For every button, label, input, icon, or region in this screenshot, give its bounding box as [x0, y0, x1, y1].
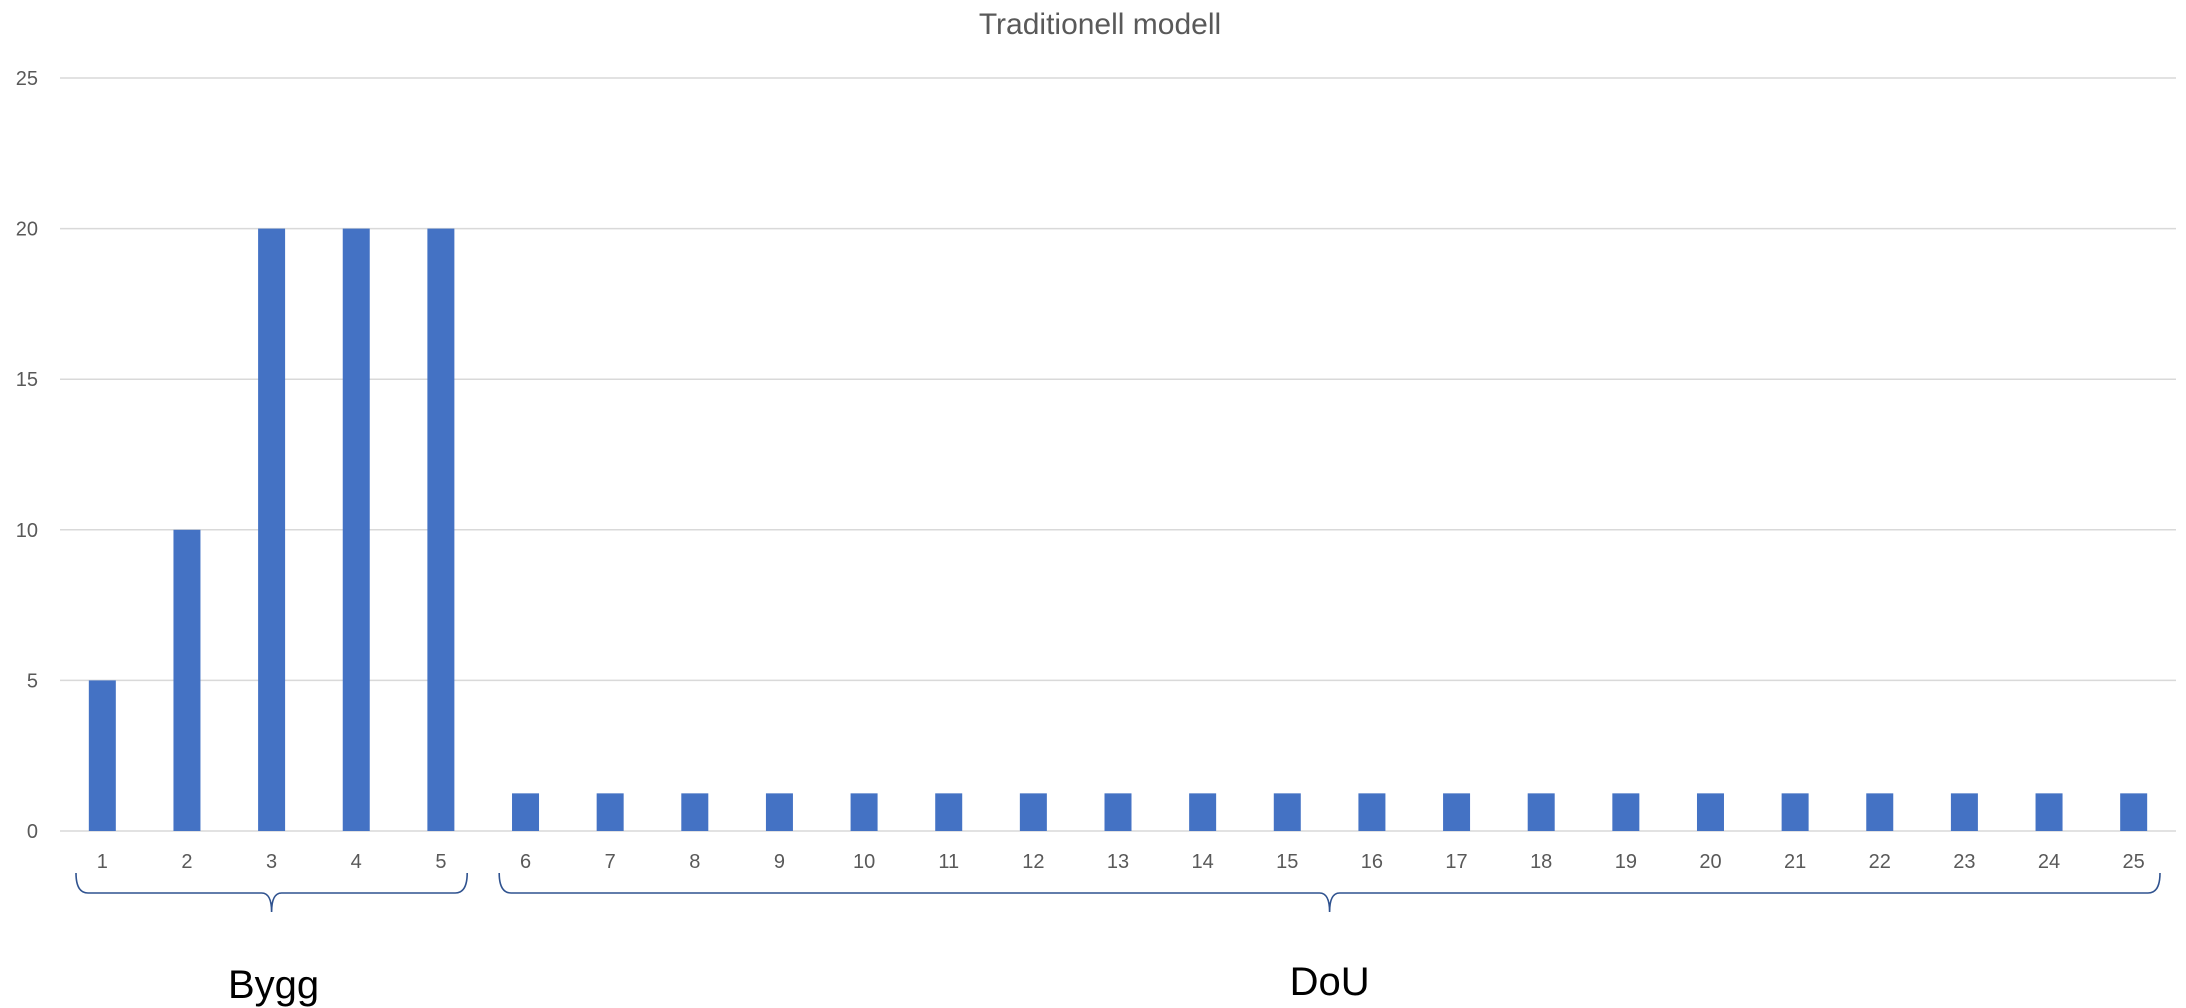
bar	[2120, 793, 2148, 831]
bar	[1866, 793, 1894, 831]
x-tick-label: 11	[938, 851, 959, 873]
x-tick-label: 4	[351, 851, 362, 873]
x-tick-label: 22	[1869, 851, 1891, 873]
group-brace	[75, 872, 468, 913]
bar	[1696, 793, 1724, 831]
x-tick-label: 25	[2123, 851, 2145, 873]
x-tick-label: 9	[774, 851, 785, 873]
bar	[1443, 793, 1471, 831]
x-tick-label: 7	[605, 851, 616, 873]
x-tick-label: 23	[1953, 851, 1975, 873]
y-tick-label: 25	[16, 68, 38, 90]
bar	[681, 793, 709, 831]
x-tick-label: 6	[520, 851, 531, 873]
x-tick-label: 17	[1445, 851, 1467, 873]
x-tick-label: 18	[1530, 851, 1552, 873]
x-tick-label: 20	[1699, 851, 1721, 873]
chart-title: Traditionell modell	[979, 8, 1221, 41]
bar	[1612, 793, 1640, 831]
x-tick-label: 8	[689, 851, 700, 873]
bar	[1950, 793, 1978, 831]
x-tick-label: 16	[1361, 851, 1383, 873]
x-tick-label: 2	[181, 851, 192, 873]
bar	[258, 228, 286, 832]
bar	[935, 793, 963, 831]
y-axis-tick-labels: 0 5 10 15 20 25	[16, 68, 38, 843]
bar	[1104, 793, 1132, 831]
bar	[427, 228, 455, 832]
x-tick-label: 14	[1192, 851, 1214, 873]
bar	[850, 793, 878, 831]
group-label: DoU	[1290, 960, 1370, 1004]
x-tick-label: 3	[266, 851, 277, 873]
bar	[1781, 793, 1809, 831]
x-tick-label: 15	[1276, 851, 1298, 873]
bar	[1019, 793, 1047, 831]
gridlines	[60, 77, 2176, 832]
bar	[88, 680, 116, 831]
group-brace	[498, 872, 2161, 913]
bar	[765, 793, 793, 831]
group-label: Bygg	[228, 963, 319, 1007]
y-tick-label: 0	[27, 821, 38, 843]
x-tick-label: 13	[1107, 851, 1129, 873]
x-tick-label: 24	[2038, 851, 2060, 873]
bar	[1358, 793, 1386, 831]
y-tick-label: 15	[16, 369, 38, 391]
bar	[2035, 793, 2063, 831]
x-tick-label: 10	[853, 851, 875, 873]
bar	[1527, 793, 1555, 831]
bar	[173, 529, 201, 831]
x-tick-label: 19	[1615, 851, 1637, 873]
x-tick-label: 12	[1022, 851, 1044, 873]
x-tick-label: 21	[1784, 851, 1806, 873]
bar	[1273, 793, 1301, 831]
bar	[512, 793, 540, 831]
y-tick-label: 5	[27, 670, 38, 692]
bar	[596, 793, 624, 831]
x-axis-tick-labels: 1 2 3 4 5 6 7 8 9 10 11 12 13 14 15 16 17 18 19 20 21 22 23 24 2…	[97, 851, 2145, 873]
bars	[88, 228, 2148, 832]
x-tick-label: 1	[97, 851, 108, 873]
y-tick-label: 20	[16, 219, 38, 241]
bar	[1189, 793, 1217, 831]
category-groups: Bygg DoU	[75, 872, 2161, 1007]
x-tick-label: 5	[435, 851, 446, 873]
y-tick-label: 10	[16, 520, 38, 542]
bar	[342, 228, 370, 832]
